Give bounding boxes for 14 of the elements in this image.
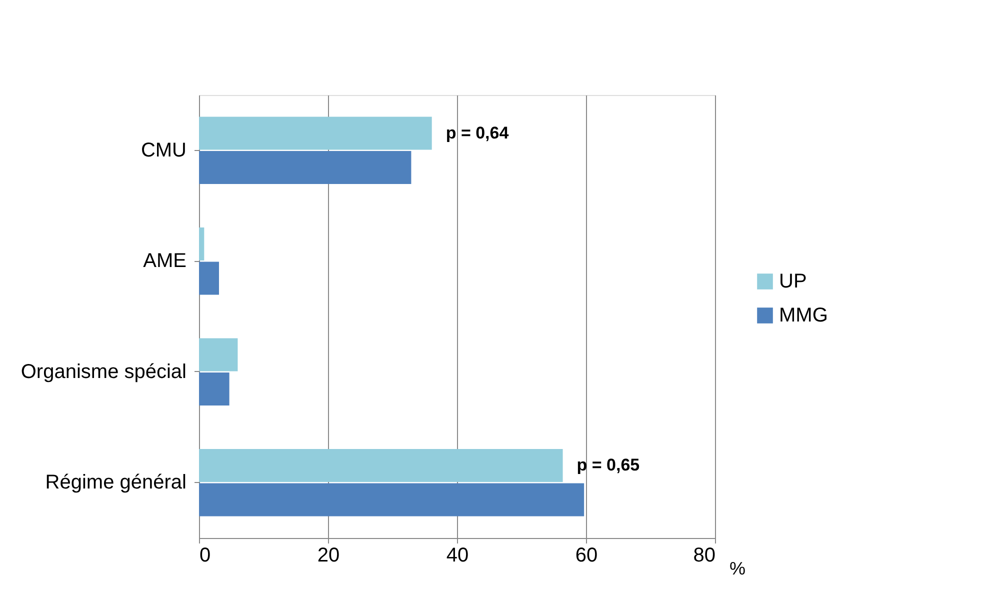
annotation: p = 0,65: [576, 456, 640, 475]
y-tick-label: Régime général: [45, 472, 186, 494]
legend-label: MMG: [779, 304, 828, 326]
y-tick-label: CMU: [140, 139, 186, 162]
x-tick-label: 20: [317, 544, 340, 566]
y-tick-label: AME: [143, 250, 186, 272]
y-tick-label: Organisme spécial: [20, 360, 186, 383]
x-tick-label: 40: [446, 544, 469, 566]
x-tick-label: 80: [693, 544, 716, 566]
x-axis-title: %: [730, 558, 746, 578]
x-tick-label: 60: [575, 544, 598, 566]
x-tick-label: 0: [200, 544, 211, 566]
annotation: p = 0,64: [446, 123, 510, 142]
legend-label: UP: [779, 270, 807, 292]
